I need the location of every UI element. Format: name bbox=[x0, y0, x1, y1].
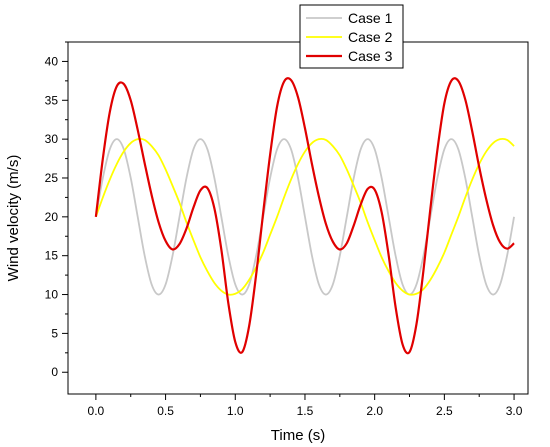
y-tick-label: 20 bbox=[45, 210, 59, 224]
y-tick-label: 30 bbox=[45, 132, 59, 146]
x-tick-label: 0.5 bbox=[157, 404, 174, 418]
x-axis-ticks: 0.0 0.5 1.0 1.5 2.0 2.5 3.0 bbox=[88, 394, 523, 418]
plot-frame bbox=[67, 41, 529, 395]
legend: Case 1 Case 2 Case 3 bbox=[299, 4, 404, 69]
y-tick-label: 5 bbox=[51, 326, 58, 340]
y-tick-label: 35 bbox=[45, 93, 59, 107]
series-line-1 bbox=[94, 138, 515, 296]
x-tick-label: 0.0 bbox=[88, 404, 105, 418]
x-tick-label: 2.5 bbox=[436, 404, 453, 418]
legend-label-1: Case 1 bbox=[348, 10, 393, 26]
y-tick-label: 40 bbox=[45, 54, 59, 68]
x-tick-label: 2.0 bbox=[366, 404, 383, 418]
y-tick-label: 15 bbox=[45, 249, 59, 263]
y-axis-title: Wind velocity (m/s) bbox=[5, 155, 22, 282]
series-layer bbox=[94, 77, 515, 355]
y-tick-label: 25 bbox=[45, 171, 59, 185]
legend-label-2: Case 2 bbox=[348, 29, 393, 45]
legend-label-3: Case 3 bbox=[348, 48, 393, 64]
x-axis-title: Time (s) bbox=[271, 427, 325, 444]
x-tick-label: 1.5 bbox=[297, 404, 314, 418]
series-line-2 bbox=[95, 137, 515, 296]
y-tick-label: 10 bbox=[45, 288, 59, 302]
y-axis-ticks: 0 5 10 15 20 25 30 35 40 bbox=[45, 41, 68, 379]
y-tick-label: 0 bbox=[51, 365, 58, 379]
x-tick-label: 3.0 bbox=[506, 404, 523, 418]
series-line-3 bbox=[94, 77, 515, 355]
x-tick-label: 1.0 bbox=[227, 404, 244, 418]
